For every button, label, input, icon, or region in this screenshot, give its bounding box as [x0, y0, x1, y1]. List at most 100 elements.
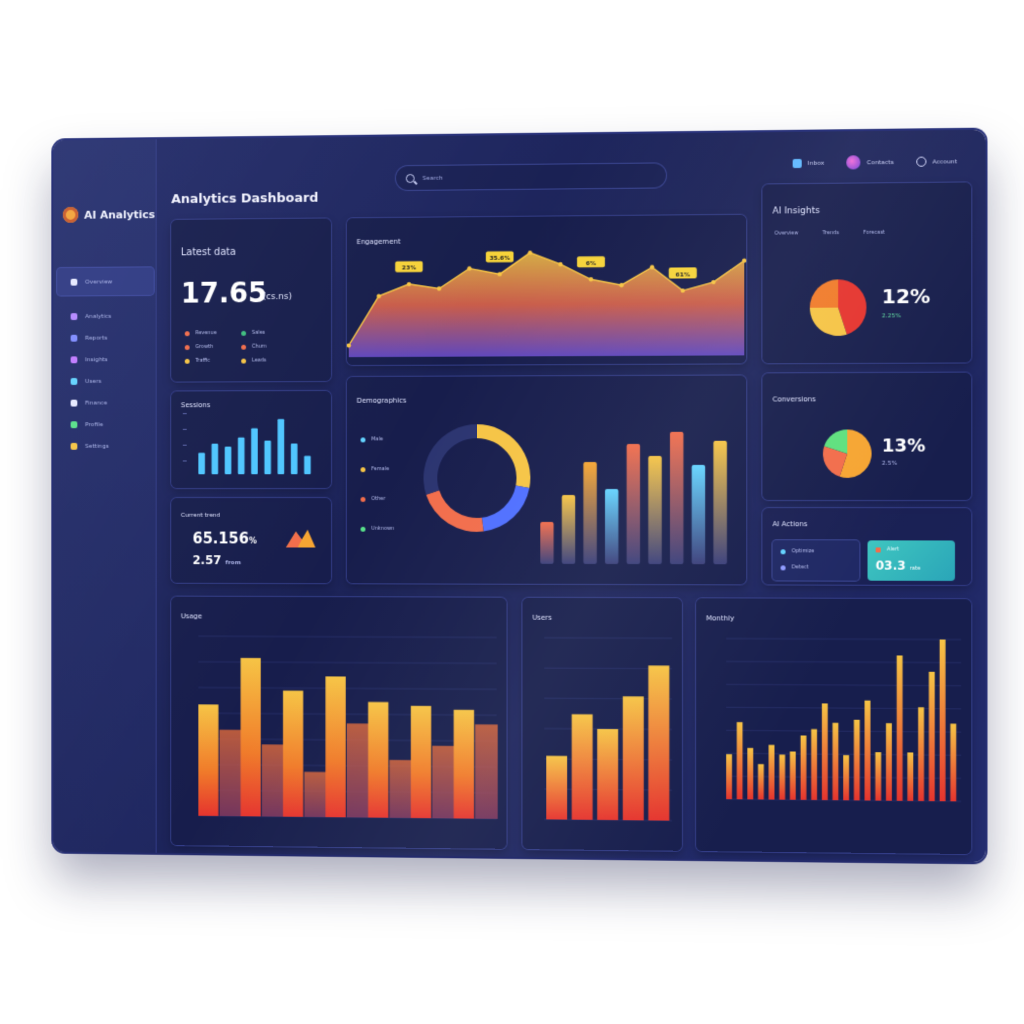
kpi-sub-number: 2.57 [193, 553, 222, 567]
ai-tab-trends[interactable]: Trends [823, 230, 839, 236]
latest-title: Latest data [181, 247, 236, 258]
trend-point [711, 280, 715, 284]
contacts-button[interactable]: Contacts [847, 155, 894, 170]
latest-legend-label: Churn [252, 344, 267, 350]
search-input[interactable]: Search [423, 174, 443, 181]
trend-point [407, 282, 411, 286]
sessions-bar [238, 437, 245, 474]
ai-action-detect[interactable]: Detect [781, 564, 809, 570]
ai-insights-tabs: Overview Trends Forecast [774, 230, 884, 237]
usage-bar [283, 691, 303, 817]
usage-card: Usage [171, 597, 506, 849]
trend-point [589, 277, 593, 281]
monthly-bar [897, 655, 903, 800]
usage-bar [326, 676, 346, 817]
legend-dot-icon [361, 467, 366, 472]
inbox-button[interactable]: Inbox [793, 158, 825, 167]
ai-actions-title: AI Actions [772, 520, 807, 528]
sidebar-item-insights[interactable]: Insights [57, 348, 154, 370]
alert-icon [876, 547, 881, 552]
demographics-legend-label: Unknown [371, 526, 394, 532]
ai-insights-percent: 12% [882, 284, 931, 309]
account-button[interactable]: Account [916, 156, 957, 167]
kpi-sub: 2.57 from [193, 553, 241, 567]
demographics-bar [648, 456, 661, 564]
ai-alert-header: Alert [876, 546, 899, 552]
trend-point [377, 294, 381, 298]
ai-tab-forecast[interactable]: Forecast [863, 230, 884, 236]
monthly-bar [833, 723, 839, 800]
sessions-tick [183, 460, 187, 461]
donut-slice [477, 424, 531, 488]
latest-legend-item: Leads [241, 358, 266, 364]
sidebar-item-settings[interactable]: Settings [57, 435, 154, 457]
usage-bar [368, 702, 388, 818]
legend-dot-icon [185, 331, 190, 336]
sidebar-item-overview[interactable]: Overview [57, 267, 154, 295]
usage-bar [411, 706, 431, 818]
sidebar-item-reports[interactable]: Reports [57, 326, 154, 348]
sidebar-item-users[interactable]: Users [57, 370, 154, 392]
latest-legend-label: Revenue [195, 330, 216, 336]
page-title: Analytics Dashboard [171, 191, 318, 207]
demographics-bar [562, 495, 575, 564]
monthly-bar [811, 729, 817, 800]
ai-action-optimize[interactable]: Optimize [781, 548, 815, 554]
users-card: Users [522, 598, 682, 851]
brand[interactable]: AI Analytics [63, 206, 155, 223]
trend-data-label: 23% [402, 265, 416, 272]
users-bar [597, 729, 618, 820]
monthly-bar [822, 703, 828, 800]
sidebar-item-label: Finance [85, 399, 107, 406]
trend-point [437, 286, 441, 290]
kpi-value: 65.156% [193, 530, 257, 548]
sessions-bar [198, 453, 205, 474]
demographics-donut [418, 418, 537, 538]
ai-alert-value-number: 03.3 [876, 559, 906, 573]
power-icon [916, 157, 926, 167]
legend-dot-icon [361, 496, 366, 501]
demographics-bar [692, 465, 705, 564]
latest-legend: Revenue Sales Growth Churn Traffic Leads [171, 218, 331, 219]
legend-dot-icon [361, 437, 366, 442]
latest-legend-item: Churn [241, 344, 266, 350]
kpi-sub-label: from [225, 559, 241, 566]
monthly-bar [929, 672, 935, 801]
monthly-gridline [726, 684, 961, 685]
trend-data-label: 6% [586, 260, 596, 267]
conversions-card: Conversions 13% 2.5% [762, 373, 971, 500]
demographics-bar [605, 489, 618, 564]
usage-bar [347, 723, 369, 817]
usage-bar [475, 724, 498, 818]
monthly-bar [940, 640, 946, 802]
sidebar-item-profile[interactable]: Profile [57, 413, 154, 435]
sidebar-item-finance[interactable]: Finance [57, 392, 154, 414]
monthly-bar [758, 764, 764, 799]
conversions-percent: 13% [882, 435, 926, 456]
kpi-card: Current trend 65.156% 2.57 from [171, 498, 331, 583]
analytics-icon [71, 313, 78, 320]
sessions-bar [264, 440, 271, 474]
reports-icon [71, 334, 78, 341]
sidebar-item-label: Analytics [85, 312, 111, 319]
sidebar-item-analytics[interactable]: Analytics [57, 305, 154, 327]
trend-point [528, 251, 532, 255]
ai-alert-tile[interactable]: Alert 03.3 rate [868, 540, 955, 581]
sidebar: AI Analytics Overview Analytics Reports Ins… [53, 139, 156, 853]
search-bar[interactable]: Search [396, 163, 666, 190]
demographics-legend-label: Female [371, 466, 389, 472]
ai-tab-overview[interactable]: Overview [774, 230, 798, 236]
donut-slice [424, 424, 477, 494]
monthly-bar [907, 752, 913, 801]
monthly-bar [865, 700, 871, 800]
sessions-tick [183, 413, 187, 414]
brand-name: AI Analytics [84, 208, 155, 221]
donut-slice [482, 486, 530, 532]
ai-insights-sub: 2.25% [882, 312, 901, 319]
sessions-bar [251, 428, 258, 474]
monthly-bar [790, 751, 796, 799]
demographics-bar [583, 462, 596, 564]
demographics-title: Demographics [357, 397, 407, 405]
inbox-icon [793, 158, 802, 167]
sidebar-item-label: Reports [85, 334, 107, 341]
